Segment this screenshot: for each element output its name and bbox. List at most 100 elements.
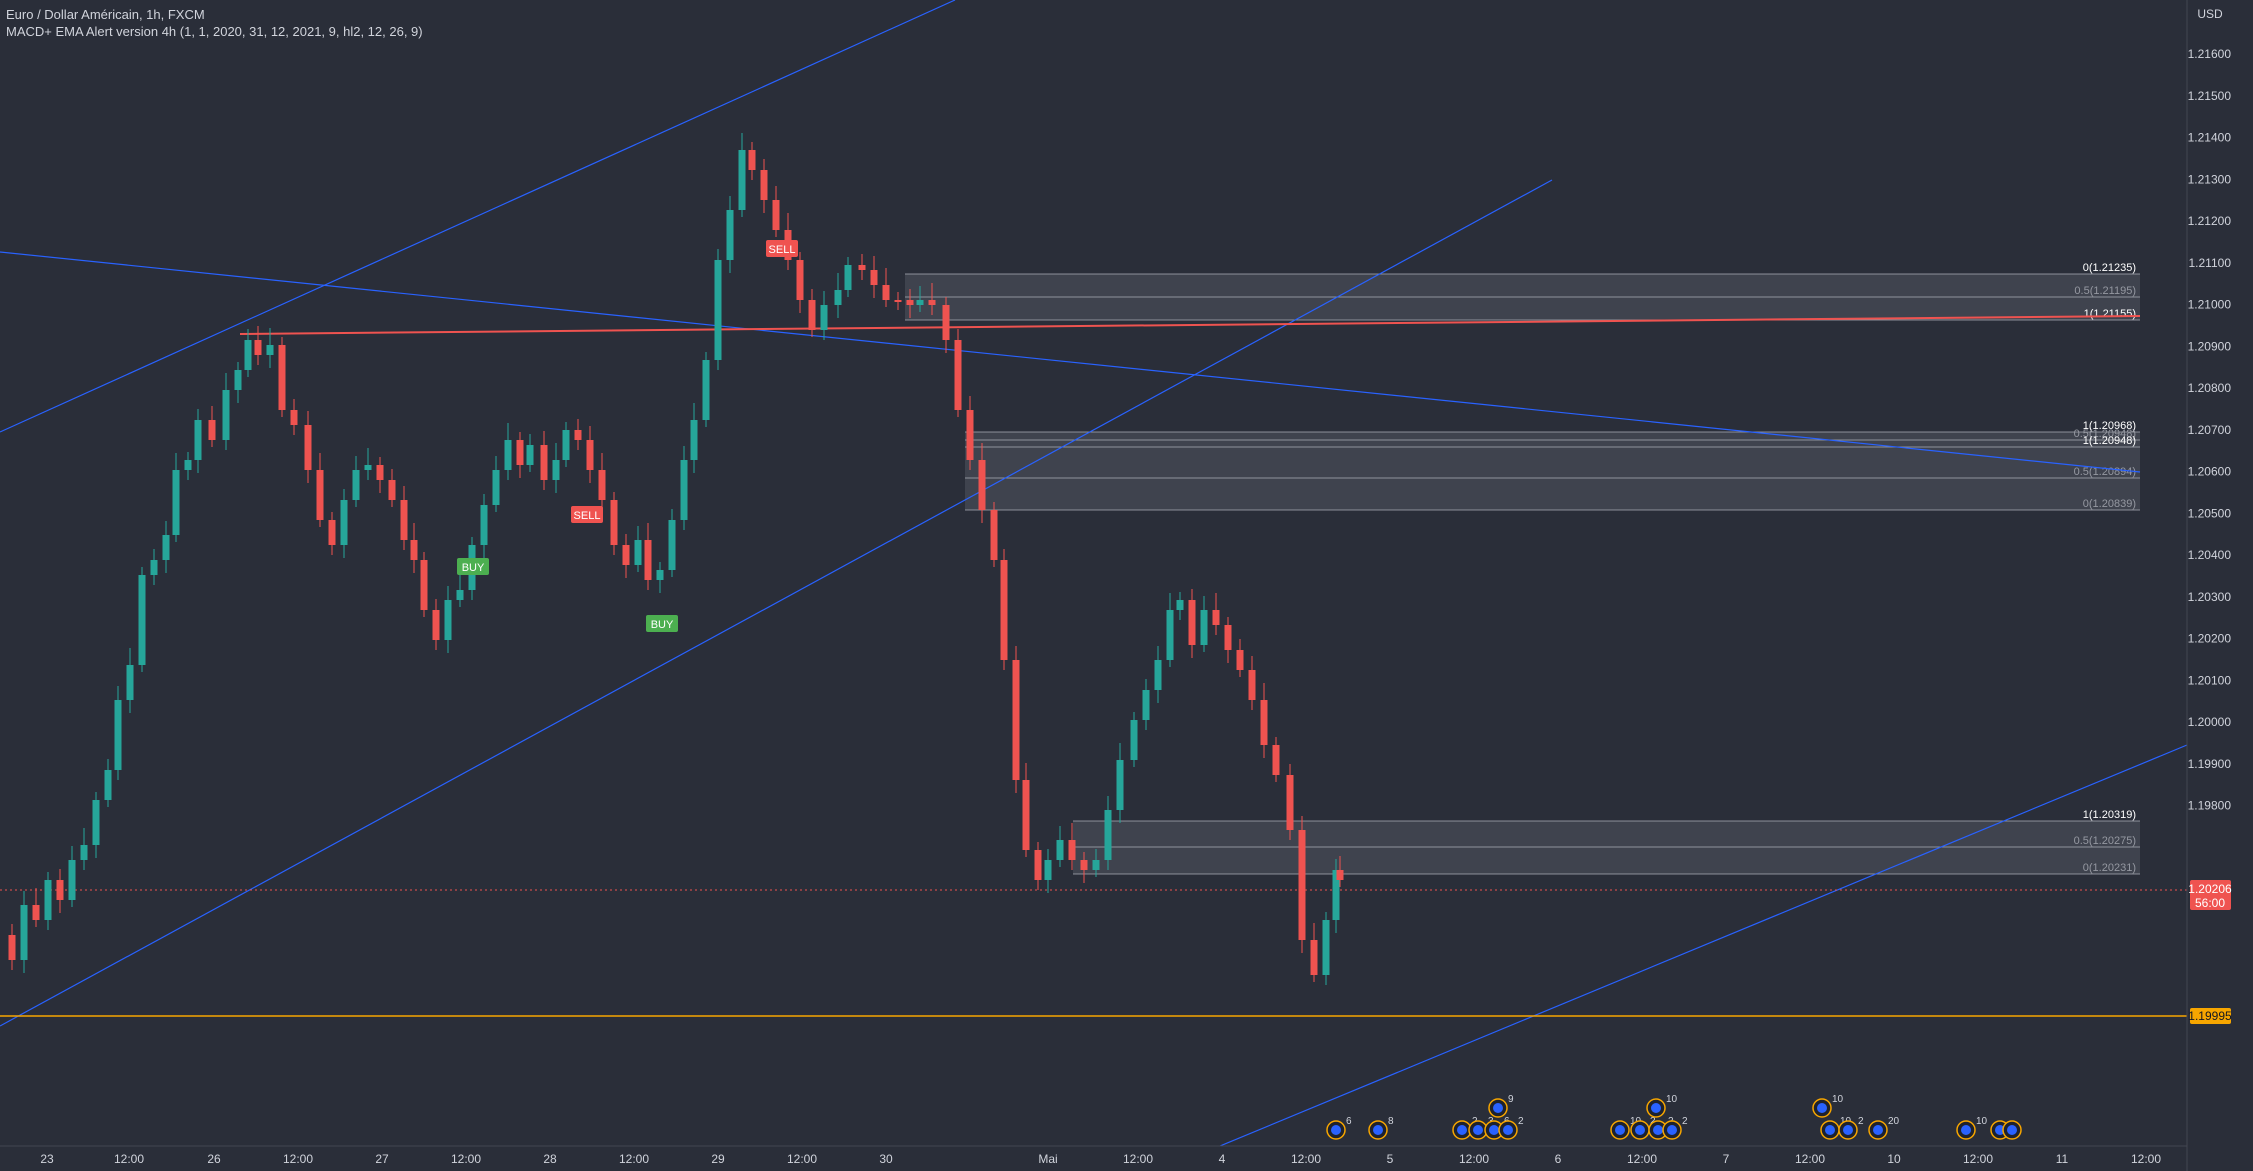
lower-channel-line[interactable] — [0, 179, 1553, 1027]
candle-body — [954, 340, 962, 410]
candle-body — [104, 770, 112, 800]
event-icon[interactable]: 10 — [1956, 1116, 1988, 1140]
candle-body — [748, 150, 756, 170]
candle-body — [234, 370, 242, 390]
candle-body — [526, 445, 534, 465]
fib-level-label: 0(1.20839) — [2083, 498, 2136, 510]
time-axis[interactable]: 23 12:00 26 12:00 27 12:00 28 12:00 29 12:00 30 Mai… — [40, 1152, 2161, 1166]
time-tick-label: 5 — [1387, 1152, 1394, 1166]
candle-body — [540, 445, 548, 480]
descending-trendline[interactable] — [0, 251, 2141, 473]
upper-channel-line[interactable] — [0, 0, 956, 433]
price-tick-label: 1.20300 — [2188, 590, 2232, 604]
candle-body — [760, 170, 768, 200]
candle-body — [1336, 870, 1344, 880]
price-tick-label: 1.20100 — [2188, 673, 2232, 687]
fib-level-label: 0.5(1.20894) — [2074, 466, 2136, 478]
candle-body — [916, 300, 924, 305]
time-tick-label: 10 — [1887, 1152, 1901, 1166]
price-tick-label: 1.19800 — [2188, 799, 2232, 813]
candle-body — [20, 905, 28, 960]
candle-body — [1188, 600, 1196, 645]
candle-body — [1298, 830, 1306, 940]
candle-body — [1248, 670, 1256, 700]
candle-body — [1000, 560, 1008, 660]
sell-signal[interactable]: SELL — [766, 240, 798, 257]
price-tick-label: 1.20400 — [2188, 548, 2232, 562]
candle-body — [1130, 720, 1138, 760]
time-tick-label: 12:00 — [1627, 1152, 1657, 1166]
event-icon[interactable]: 2 — [1838, 1116, 1864, 1140]
rising-trendline[interactable] — [1219, 744, 2188, 1147]
candle-body — [1272, 745, 1280, 775]
buy-signal[interactable]: BUY — [457, 558, 489, 575]
time-tick-label: 12:00 — [283, 1152, 313, 1166]
candle-body — [162, 535, 170, 560]
event-icon[interactable]: 2 — [1662, 1116, 1688, 1140]
price-axis[interactable]: 1.21600 1.21500 1.21400 1.21300 1.21200 1.211… — [2188, 47, 2232, 813]
candle-body — [32, 905, 40, 920]
buy-signal[interactable]: BUY — [646, 615, 678, 632]
candle-body — [504, 440, 512, 470]
resistance-line[interactable] — [239, 315, 2141, 335]
candle-body — [290, 410, 298, 425]
candle-body — [796, 260, 804, 300]
symbol-title[interactable]: Euro / Dollar Américain, 1h, FXCM — [6, 7, 205, 22]
event-icon[interactable]: 10 — [1646, 1094, 1678, 1118]
candle-body — [480, 505, 488, 545]
time-tick-label: 12:00 — [114, 1152, 144, 1166]
price-tick-label: 1.21500 — [2188, 89, 2232, 103]
event-count: 10 — [1666, 1094, 1678, 1105]
candle-body — [352, 470, 360, 500]
candle-body — [1012, 660, 1020, 780]
event-count: 9 — [1508, 1094, 1514, 1105]
candle-body — [1260, 700, 1268, 745]
candle-body — [1080, 860, 1088, 870]
event-icon[interactable]: 20 — [1868, 1116, 1900, 1140]
fib-level-label: 1(1.20319) — [2083, 809, 2136, 821]
candle-body — [1310, 940, 1318, 975]
fib-level-label: 0.5(1.20275) — [2074, 835, 2136, 847]
candle-body — [714, 260, 722, 360]
candle-body — [8, 935, 16, 960]
event-icon[interactable]: 8 — [1368, 1116, 1394, 1140]
candle-body — [668, 520, 676, 570]
candle-body — [1332, 870, 1340, 920]
event-icon[interactable]: 10 — [1812, 1094, 1844, 1118]
event-icon[interactable]: 2 — [1498, 1116, 1524, 1140]
indicator-title[interactable]: MACD+ EMA Alert version 4h (1, 1, 2020, … — [6, 24, 423, 39]
signal-label: BUY — [462, 562, 485, 574]
event-icon[interactable]: 9 — [1488, 1094, 1514, 1118]
time-tick-label: 12:00 — [787, 1152, 817, 1166]
event-icon[interactable] — [2002, 1120, 2022, 1140]
candle-body — [376, 465, 384, 480]
event-count: 10 — [1832, 1094, 1844, 1105]
candle-body — [456, 590, 464, 600]
candle-body — [772, 200, 780, 230]
candle-body — [858, 265, 866, 270]
candle-body — [80, 845, 88, 860]
countdown-value: 56:00 — [2195, 896, 2225, 910]
candle-body — [492, 470, 500, 505]
candle-body — [92, 800, 100, 845]
candle-body — [1104, 810, 1112, 860]
candle-body — [328, 520, 336, 545]
time-tick-label: 12:00 — [619, 1152, 649, 1166]
time-tick-label: 30 — [879, 1152, 893, 1166]
candle-body — [1116, 760, 1124, 810]
time-tick-label: 27 — [375, 1152, 389, 1166]
event-icon[interactable]: 6 — [1326, 1116, 1352, 1140]
candle-body — [400, 500, 408, 540]
candle-body — [278, 345, 286, 410]
candle-body — [738, 150, 746, 210]
last-price-value: 1.20206 — [2188, 882, 2232, 896]
candle-body — [364, 465, 372, 470]
sell-signal[interactable]: SELL — [571, 506, 603, 523]
candles — [8, 133, 1344, 985]
event-icon[interactable]: 2 — [1630, 1116, 1656, 1140]
candle-body — [644, 540, 652, 580]
time-tick-label: 12:00 — [1459, 1152, 1489, 1166]
candle-body — [304, 425, 312, 470]
candle-body — [1068, 840, 1076, 860]
